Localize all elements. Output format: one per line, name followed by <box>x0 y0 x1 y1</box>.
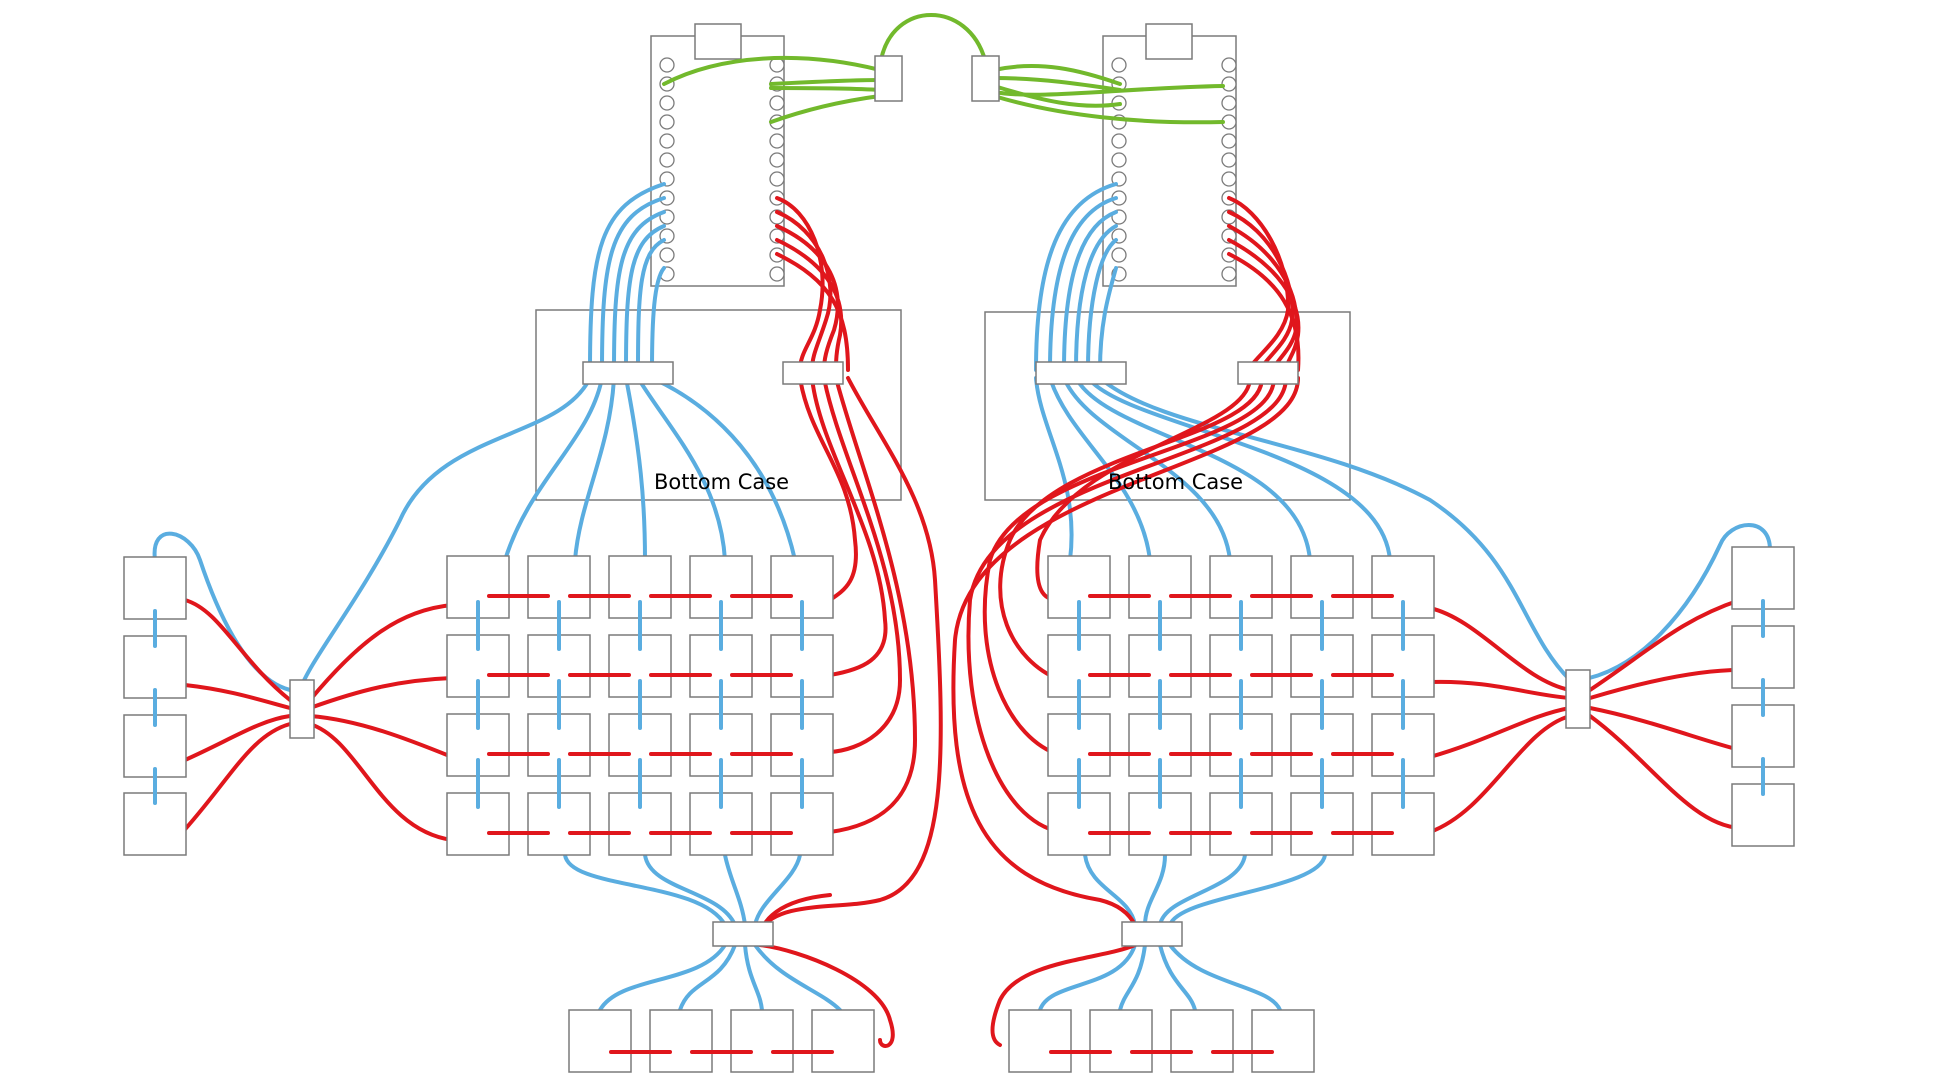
right-controller <box>1102 23 1237 287</box>
right-thumb-connector <box>1565 669 1591 729</box>
right-link-connector <box>971 55 1000 102</box>
controller-pin <box>1221 95 1237 111</box>
right-column-connector <box>1035 361 1127 385</box>
column-wires <box>152 182 1772 1012</box>
controller-pin <box>1111 152 1127 168</box>
controller-pin <box>1111 133 1127 149</box>
key-switch <box>1008 1009 1072 1073</box>
controller-pin <box>1111 57 1127 73</box>
key-switch <box>730 1009 794 1073</box>
controller-pin <box>1221 76 1237 92</box>
key-switch <box>1251 1009 1315 1073</box>
controller-pin <box>1221 171 1237 187</box>
right-bottom-connector <box>1121 921 1183 947</box>
controller-pin <box>1221 57 1237 73</box>
controller-pin <box>1221 133 1237 149</box>
controller-pin <box>659 114 675 130</box>
left-bottom-connector <box>712 921 774 947</box>
key-switch <box>1170 1009 1234 1073</box>
controller-pin <box>769 133 785 149</box>
left-case-label: Bottom Case <box>654 470 789 494</box>
controller-pin <box>1221 152 1237 168</box>
link-wires <box>662 13 1225 125</box>
left-thumb-connector <box>289 679 315 739</box>
controller-pin <box>1111 247 1127 263</box>
left-link-connector <box>874 55 903 102</box>
controller-pin <box>659 57 675 73</box>
key-switch <box>123 556 187 620</box>
controller-pin <box>659 152 675 168</box>
key-switch <box>1089 1009 1153 1073</box>
right-case-label: Bottom Case <box>1108 470 1243 494</box>
row-wires <box>178 196 1742 1048</box>
key-switch <box>1731 546 1795 610</box>
controller-pin <box>1221 266 1237 282</box>
key-switch <box>811 1009 875 1073</box>
left-column-connector <box>582 361 674 385</box>
controller-pin <box>769 266 785 282</box>
right-row-connector <box>1237 361 1299 385</box>
controller-pin <box>659 247 675 263</box>
controller-pin <box>769 152 785 168</box>
left-row-connector <box>782 361 844 385</box>
left-usb-port <box>694 23 742 60</box>
key-links <box>153 594 1765 1054</box>
controller-pin <box>659 133 675 149</box>
key-switch <box>649 1009 713 1073</box>
controller-pin <box>659 95 675 111</box>
right-usb-port <box>1145 23 1193 60</box>
controller-pin <box>769 171 785 187</box>
controller-pin <box>1221 228 1237 244</box>
controller-pin <box>769 95 785 111</box>
key-switch <box>568 1009 632 1073</box>
